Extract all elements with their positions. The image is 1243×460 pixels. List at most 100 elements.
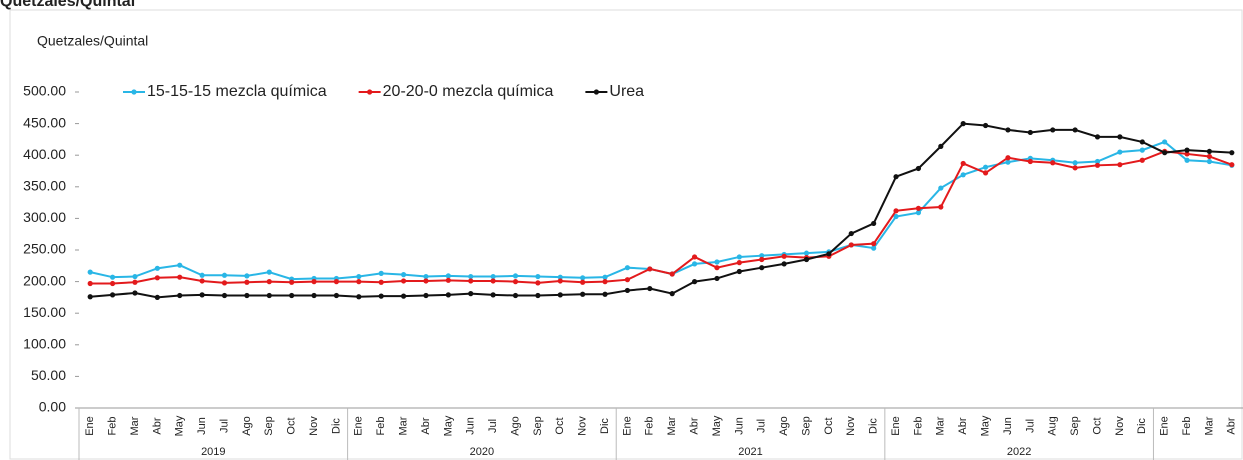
data-point [803, 256, 810, 263]
data-point [1005, 155, 1011, 161]
data-point [1072, 127, 1078, 133]
x-tick-label: Jun [733, 417, 745, 435]
data-point [848, 230, 854, 237]
data-point [109, 292, 116, 298]
year-label: 2019 [201, 446, 225, 458]
x-tick-label: Oct [1091, 417, 1103, 434]
data-point [1117, 149, 1123, 155]
x-tick-label: Feb [106, 417, 118, 436]
data-point [982, 170, 989, 176]
x-tick-label: Ago [509, 416, 521, 436]
x-tick-label: Nov [308, 416, 320, 436]
x-tick-label: Oct [823, 417, 835, 434]
data-point [1184, 147, 1190, 153]
x-tick-label: Ene [890, 416, 902, 436]
year-label: 2021 [738, 446, 762, 458]
data-point [400, 293, 407, 299]
y-tick-label: 50.00 [31, 367, 66, 383]
data-point [490, 273, 496, 280]
data-point [109, 274, 116, 280]
y-tick-label: 500.00 [23, 83, 66, 99]
data-point [535, 273, 541, 280]
data-point [1206, 153, 1213, 160]
x-tick-label: Ago [778, 416, 790, 436]
data-point [893, 174, 899, 180]
x-tick-label: Ene [84, 416, 96, 436]
data-point [624, 265, 631, 271]
data-point [244, 292, 250, 299]
x-tick-label: May [979, 415, 991, 436]
data-point [356, 294, 362, 300]
chart-frame [9, 9, 1243, 460]
data-point [490, 292, 496, 298]
data-point [938, 143, 944, 149]
legend-marker [593, 89, 599, 95]
data-point [289, 292, 295, 299]
data-point [199, 278, 205, 284]
x-tick-label: Dic [599, 418, 611, 434]
data-point [1094, 134, 1101, 140]
data-point [221, 280, 228, 286]
data-point [580, 279, 586, 285]
data-point [311, 292, 317, 299]
data-point [400, 272, 407, 278]
data-point [938, 185, 944, 191]
data-point [535, 280, 541, 286]
data-point [669, 291, 675, 297]
data-point [781, 261, 787, 267]
data-point [132, 273, 138, 280]
x-tick-label: Ene [353, 416, 365, 436]
data-point [87, 280, 93, 287]
data-point [154, 294, 160, 300]
data-point [714, 259, 720, 265]
data-point [535, 292, 541, 299]
year-label: 2020 [470, 446, 494, 458]
x-tick-label: Feb [912, 417, 924, 436]
data-point [557, 274, 563, 280]
data-point [244, 273, 250, 279]
data-point [1005, 127, 1011, 133]
data-point [736, 260, 742, 266]
data-point [1206, 148, 1213, 155]
y-tick-label: 150.00 [23, 304, 66, 320]
data-point [423, 278, 429, 284]
x-tick-label: Jun [196, 417, 208, 435]
data-point [1162, 139, 1168, 145]
x-tick-label: Sep [532, 416, 544, 436]
x-tick-label: Dic [868, 418, 880, 434]
y-tick-label: 450.00 [23, 114, 66, 130]
data-point [960, 172, 966, 178]
data-point [1094, 162, 1101, 168]
x-tick-label: Aug [1047, 416, 1059, 436]
x-tick-label: Mar [129, 416, 141, 435]
data-point [915, 210, 922, 216]
legend-label: Urea [609, 83, 644, 100]
data-point [244, 279, 250, 285]
data-point [109, 280, 116, 287]
x-tick-label: Jul [487, 419, 499, 433]
data-point [759, 253, 765, 259]
data-point [893, 213, 899, 220]
x-tick-label: Feb [644, 417, 656, 436]
data-point [848, 242, 854, 248]
data-point [691, 254, 698, 260]
y-tick-label: 0.00 [39, 399, 66, 415]
data-point [826, 251, 832, 257]
data-point [468, 278, 474, 284]
data-point [960, 121, 966, 127]
data-point [1139, 157, 1145, 163]
chart-title: Quetzales/Quintal [0, 0, 135, 10]
data-point [266, 279, 272, 285]
data-point [602, 279, 608, 285]
data-point [333, 279, 340, 285]
data-point [602, 291, 608, 297]
x-tick-label: Abr [151, 417, 163, 434]
data-point [691, 279, 698, 285]
x-tick-label: Jun [465, 417, 477, 435]
data-point [512, 273, 519, 279]
y-tick-label: 250.00 [23, 241, 66, 257]
legend-label: 20-20-0 mezcla química [383, 83, 554, 100]
x-tick-label: Abr [688, 417, 700, 434]
data-point [468, 291, 474, 297]
data-point [624, 287, 631, 294]
